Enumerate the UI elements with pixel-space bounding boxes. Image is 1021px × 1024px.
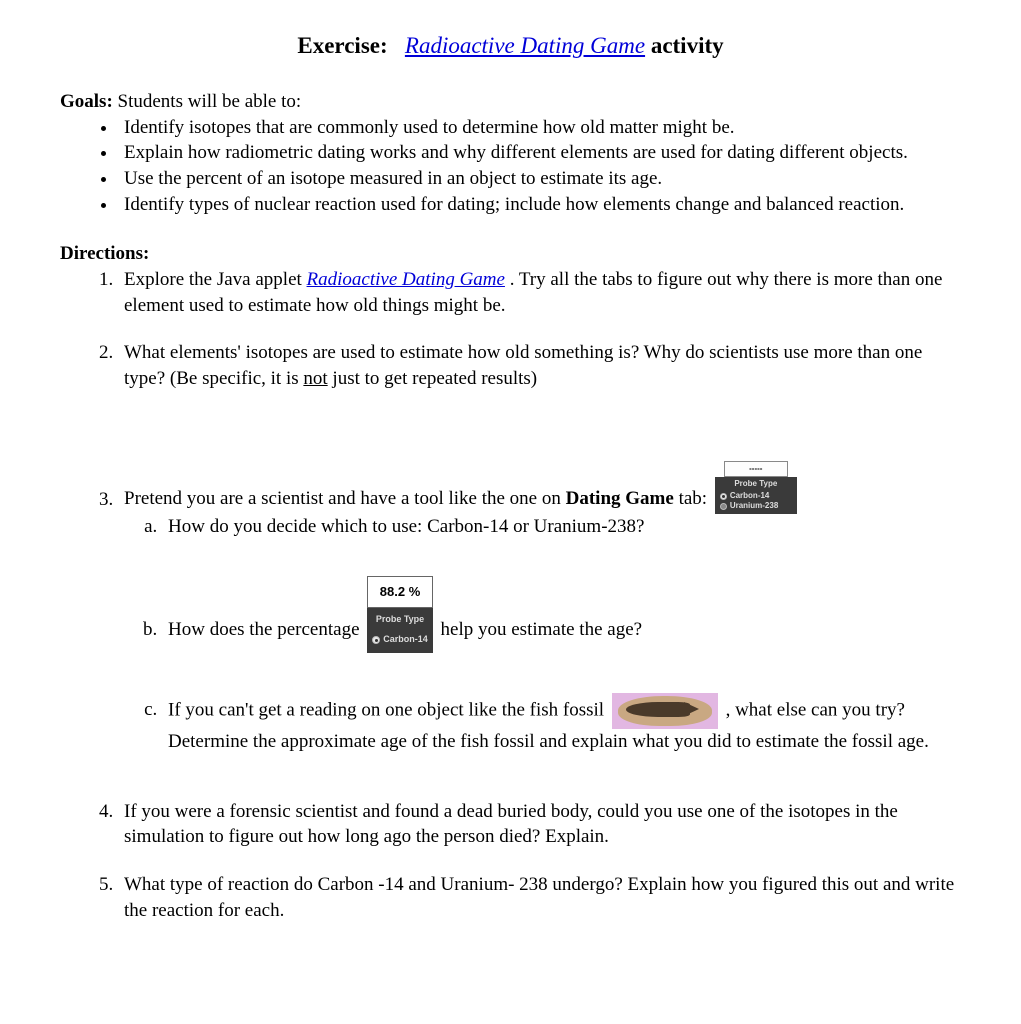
goals-section: Goals: Students will be able to: Identif… (60, 89, 961, 217)
probe-type-widget: ----- Probe Type Carbon-14 Uranium-238 (715, 461, 797, 514)
probe-option-carbon[interactable]: Carbon-14 (720, 491, 792, 501)
radio-icon (372, 636, 380, 644)
title-space (393, 33, 405, 58)
q3-sub-list: How do you decide which to use: Carbon-1… (124, 514, 961, 754)
direction-item-3: Pretend you are a scientist and have a t… (118, 461, 961, 754)
goals-heading: Goals: (60, 91, 113, 112)
direction-item-2: What elements' isotopes are used to esti… (118, 340, 961, 391)
q3a: How do you decide which to use: Carbon-1… (162, 514, 961, 540)
direction-item-1: Explore the Java applet Radioactive Dati… (118, 267, 961, 318)
probe-display: ----- (724, 461, 788, 477)
q3b-post: help you estimate the age? (441, 619, 643, 640)
goal-item: Identify isotopes that are commonly used… (118, 115, 961, 141)
radio-icon (720, 503, 727, 510)
directions-section: Directions: Explore the Java applet Radi… (60, 241, 961, 923)
q3-pre: Pretend you are a scientist and have a t… (124, 489, 566, 510)
title-suffix: activity (651, 33, 724, 58)
q2-underline: not (303, 368, 327, 389)
directions-list: Explore the Java applet Radioactive Dati… (60, 267, 961, 923)
probe-body-2: Probe Type Carbon-14 (367, 608, 433, 653)
q3b-pre: How does the percentage (168, 619, 360, 640)
directions-heading: Directions: (60, 241, 961, 267)
q3b: How does the percentage 88.2 % Probe Typ… (162, 576, 961, 651)
q3-bold: Dating Game (566, 489, 674, 510)
document-title: Exercise: Radioactive Dating Game activi… (60, 30, 961, 61)
probe-option-carbon-2[interactable]: Carbon-14 (372, 630, 428, 650)
q3-post: tab: (674, 489, 707, 510)
q3c: If you can't get a reading on one object… (162, 693, 961, 755)
q1-pre: Explore the Java applet (124, 269, 307, 290)
q2-post: just to get repeated results) (328, 368, 537, 389)
probe-body: Probe Type Carbon-14 Uranium-238 (715, 477, 797, 514)
probe-option-uranium[interactable]: Uranium-238 (720, 501, 792, 511)
fish-tail (684, 702, 699, 716)
percentage-display: 88.2 % (367, 576, 433, 609)
goal-item: Identify types of nuclear reaction used … (118, 192, 961, 218)
q3c-pre: If you can't get a reading on one object… (168, 699, 604, 720)
goal-item: Use the percent of an isotope measured i… (118, 166, 961, 192)
title-link[interactable]: Radioactive Dating Game (405, 33, 645, 58)
probe-type-label: Probe Type (720, 479, 792, 491)
probe-type-label-2: Probe Type (372, 610, 428, 630)
goal-item: Explain how radiometric dating works and… (118, 140, 961, 166)
radio-icon (720, 493, 727, 500)
fish-fossil-image (612, 693, 718, 729)
fish-body (626, 702, 690, 717)
goals-intro: Students will be able to: (118, 91, 302, 112)
percentage-widget: 88.2 % Probe Type Carbon-14 (367, 576, 433, 653)
direction-item-5: What type of reaction do Carbon -14 and … (118, 872, 961, 923)
q1-link[interactable]: Radioactive Dating Game (307, 269, 505, 290)
title-prefix: Exercise: (297, 33, 387, 58)
goals-list: Identify isotopes that are commonly used… (60, 115, 961, 218)
direction-item-4: If you were a forensic scientist and fou… (118, 799, 961, 850)
